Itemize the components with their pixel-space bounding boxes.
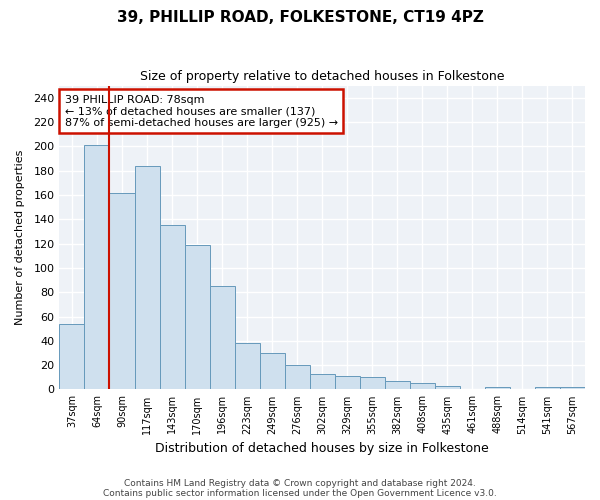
Text: 39, PHILLIP ROAD, FOLKESTONE, CT19 4PZ: 39, PHILLIP ROAD, FOLKESTONE, CT19 4PZ <box>116 10 484 25</box>
Text: Contains public sector information licensed under the Open Government Licence v3: Contains public sector information licen… <box>103 488 497 498</box>
Bar <box>109 192 134 390</box>
Bar <box>284 365 310 390</box>
Title: Size of property relative to detached houses in Folkestone: Size of property relative to detached ho… <box>140 70 505 83</box>
Bar <box>535 387 560 390</box>
Bar <box>59 324 85 390</box>
Bar <box>209 286 235 390</box>
Bar <box>235 343 260 390</box>
Bar <box>260 353 284 390</box>
Text: Contains HM Land Registry data © Crown copyright and database right 2024.: Contains HM Land Registry data © Crown c… <box>124 478 476 488</box>
Y-axis label: Number of detached properties: Number of detached properties <box>15 150 25 325</box>
Bar <box>85 145 109 390</box>
Bar <box>435 386 460 390</box>
Bar <box>485 387 510 390</box>
Bar <box>385 381 410 390</box>
X-axis label: Distribution of detached houses by size in Folkestone: Distribution of detached houses by size … <box>155 442 489 455</box>
Bar <box>160 226 185 390</box>
Bar <box>410 384 435 390</box>
Bar <box>185 245 209 390</box>
Bar <box>360 378 385 390</box>
Bar <box>560 387 585 390</box>
Text: 39 PHILLIP ROAD: 78sqm
← 13% of detached houses are smaller (137)
87% of semi-de: 39 PHILLIP ROAD: 78sqm ← 13% of detached… <box>65 94 338 128</box>
Bar <box>134 166 160 390</box>
Bar <box>310 374 335 390</box>
Bar <box>335 376 360 390</box>
